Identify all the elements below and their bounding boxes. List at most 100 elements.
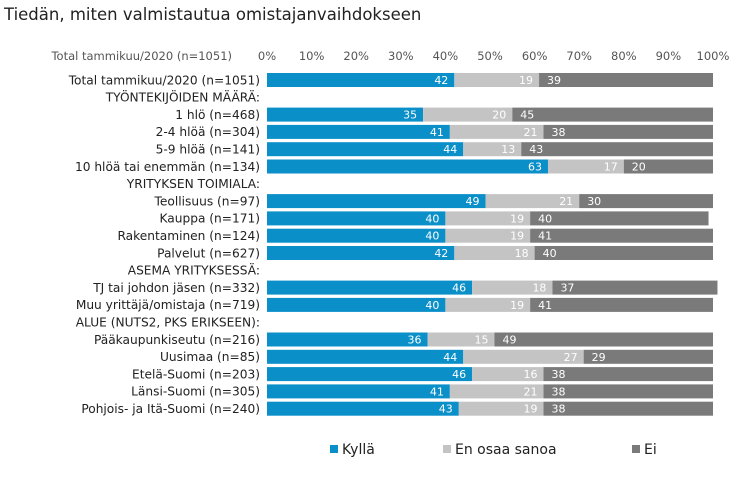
bar-segment — [427, 332, 495, 347]
x-tick-label: 0% — [258, 49, 276, 63]
x-tick-label: 40% — [433, 49, 459, 63]
category-label: 1 hlö (n=468) — [175, 108, 260, 122]
data-label: 36 — [408, 334, 422, 347]
category-label: Etelä-Suomi (n=203) — [132, 367, 260, 381]
legend-label: En osaa sanoa — [455, 442, 557, 458]
bar-segment — [583, 349, 713, 364]
data-label: 21 — [559, 195, 573, 208]
bar-segment — [579, 194, 713, 209]
bar-segment — [530, 211, 709, 226]
bar-segment — [267, 107, 424, 122]
data-label: 19 — [519, 74, 533, 87]
legend-label: Kyllä — [342, 442, 375, 458]
data-label: 16 — [524, 368, 538, 381]
data-label: 20 — [492, 109, 506, 122]
x-tick-label: 20% — [343, 49, 369, 63]
data-label: 40 — [425, 230, 439, 243]
bar-segment — [267, 73, 455, 87]
data-label: 43 — [529, 143, 543, 156]
category-label: Teollisuus (n=97) — [154, 194, 260, 208]
category-label: Uusimaa (n=85) — [160, 350, 260, 364]
legend: Kyllä En osaa sanoa Ei — [330, 442, 657, 458]
bar-segment — [267, 384, 450, 399]
data-label: 13 — [501, 143, 515, 156]
data-label: 41 — [538, 230, 552, 243]
category-label: 5-9 hlöä (n=141) — [156, 143, 260, 157]
x-tick-label: 60% — [522, 49, 548, 63]
data-label: 41 — [430, 126, 444, 139]
data-label: 49 — [466, 195, 480, 208]
bar-segment — [267, 159, 548, 174]
bar-segment — [539, 73, 713, 87]
data-label: 44 — [443, 143, 457, 156]
chart-title: Tiedän, miten valmistautua omistajanvaih… — [4, 5, 422, 24]
category-labels: Total tammikuu/2020 (n=1051) TYÖNTEKIJÖID… — [68, 73, 260, 416]
data-label: 42 — [434, 247, 448, 260]
data-label: 43 — [439, 403, 453, 416]
x-tick-label: 90% — [656, 49, 682, 63]
x-tick-label: 30% — [388, 49, 414, 63]
data-label: 17 — [604, 161, 618, 174]
data-label: 38 — [552, 385, 566, 398]
category-label: Palvelut (n=627) — [157, 246, 260, 260]
bar-segment — [267, 297, 446, 312]
bar-segment — [267, 194, 486, 209]
bar-segment — [267, 142, 464, 157]
bar-segment — [445, 211, 531, 226]
bar-segment — [521, 142, 713, 157]
category-label: ALUE (NUTS2, PKS ERIKSEEN): — [76, 316, 260, 330]
legend-swatch — [443, 445, 451, 453]
x-axis-ticks: 0% 10% 20% 30% 40% 50% 60% 70% 80% 90% 100% — [258, 49, 730, 63]
data-label: 40 — [425, 299, 439, 312]
data-label: 63 — [528, 161, 542, 174]
data-label: 38 — [552, 368, 566, 381]
bar-segment — [472, 280, 553, 295]
bar-segment — [267, 211, 446, 226]
category-label: Kauppa (n=171) — [160, 212, 261, 226]
bar-segment — [512, 107, 713, 122]
data-label: 40 — [425, 212, 439, 225]
data-label: 18 — [532, 282, 546, 295]
bar-segment — [267, 367, 473, 382]
bars: 42 19 39 35 20 45 41 21 38 44 13 43 63 17 20 49 21 30 40 19… — [267, 73, 718, 416]
data-label: 44 — [443, 351, 457, 364]
data-label: 42 — [434, 74, 448, 87]
bar-segment — [530, 297, 713, 312]
category-label: TJ tai johdon jäsen (n=332) — [92, 281, 260, 295]
bar-segment — [454, 73, 540, 87]
data-label: 37 — [560, 282, 574, 295]
x-tick-label: 80% — [611, 49, 637, 63]
bar-segment — [445, 228, 531, 243]
data-label: 41 — [538, 299, 552, 312]
x-tick-label: 70% — [566, 49, 592, 63]
data-label: 19 — [510, 212, 524, 225]
bar-segment — [530, 228, 713, 243]
bar-segment — [543, 401, 713, 416]
bar-segment — [494, 332, 713, 347]
bar-segment — [423, 107, 513, 122]
category-label: Pohjois- ja Itä-Suomi (n=240) — [81, 402, 260, 416]
data-label: 49 — [502, 334, 516, 347]
x-tick-label: 10% — [299, 49, 325, 63]
bar-segment — [463, 349, 584, 364]
bar-segment — [485, 194, 580, 209]
data-label: 46 — [452, 282, 466, 295]
bar-segment — [267, 124, 450, 139]
data-label: 29 — [592, 351, 606, 364]
data-label: 46 — [452, 368, 466, 381]
bar-segment — [267, 401, 459, 416]
category-label: Total tammikuu/2020 (n=1051) — [68, 73, 260, 87]
data-label: 19 — [524, 403, 538, 416]
data-label: 19 — [510, 299, 524, 312]
data-label: 35 — [403, 109, 417, 122]
bar-segment — [543, 384, 713, 399]
category-label: Länsi-Suomi (n=305) — [131, 385, 260, 399]
legend-swatch — [330, 445, 338, 453]
data-label: 38 — [552, 126, 566, 139]
bar-segment — [267, 228, 446, 243]
category-label: 2-4 hlöä (n=304) — [156, 125, 260, 139]
category-label: Rakentaminen (n=124) — [117, 229, 260, 243]
category-label: ASEMA YRITYKSESSÄ: — [128, 263, 260, 278]
x-tick-label: 100% — [697, 49, 730, 63]
